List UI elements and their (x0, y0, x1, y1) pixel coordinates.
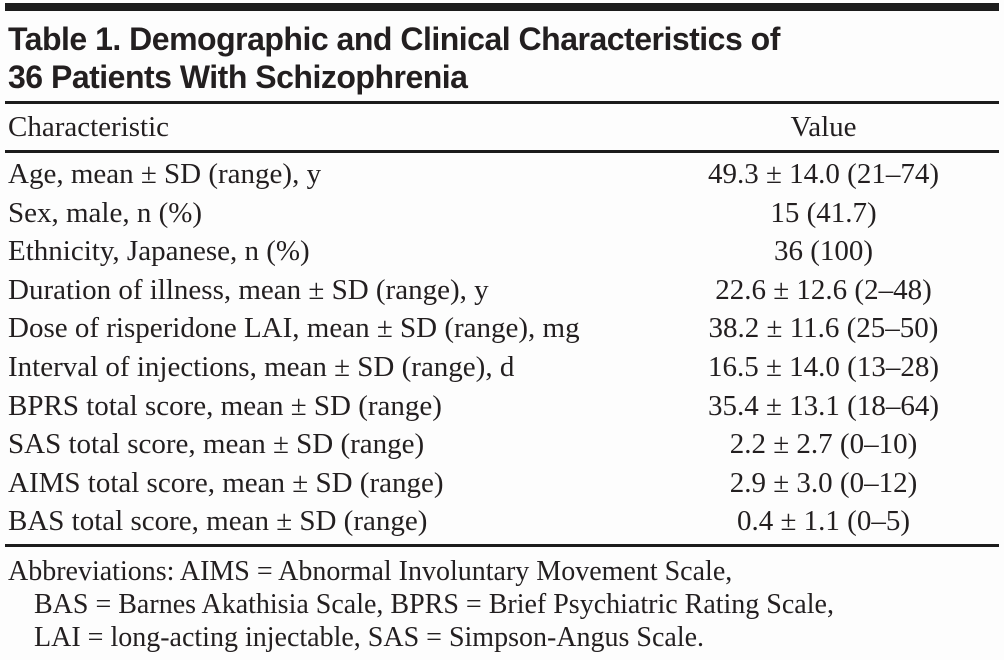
table-row: Interval of injections, mean ± SD (range… (8, 348, 996, 387)
table-footnote: Abbreviations: AIMS = Abnormal Involunta… (5, 547, 999, 660)
footnote-line-1: Abbreviations: AIMS = Abnormal Involunta… (8, 555, 733, 587)
row-value: 15 (41.7) (770, 196, 877, 229)
table-row: BPRS total score, mean ± SD (range) 35.4… (8, 387, 996, 426)
row-characteristic: Age, mean ± SD (range), y (8, 158, 322, 190)
table-row: Sex, male, n (%) 15 (41.7) (8, 194, 996, 233)
row-value: 22.6 ± 12.6 (2–48) (715, 273, 932, 306)
row-characteristic: Ethnicity, Japanese, n (%) (8, 235, 310, 268)
table-title: Table 1. Demographic and Clinical Charac… (5, 11, 999, 101)
table-header-row: Characteristic Value (5, 104, 999, 150)
table-row: Age, mean ± SD (range), y 49.3 ± 14.0 (2… (8, 155, 996, 194)
table-row: AIMS total score, mean ± SD (range) 2.9 … (8, 464, 996, 503)
row-characteristic: Dose of risperidone LAI, mean ± SD (rang… (8, 312, 580, 345)
row-characteristic: BPRS total score, mean ± SD (range) (8, 389, 442, 422)
column-header-value: Value (790, 110, 857, 143)
column-header-characteristic: Characteristic (8, 110, 170, 143)
table-row: BAS total score, mean ± SD (range) 0.4 ±… (8, 502, 996, 541)
footnote-line-3: LAI = long-acting injectable, SAS = Simp… (34, 621, 705, 653)
row-value: 36 (100) (773, 235, 874, 268)
footnote-line-2: BAS = Barnes Akathisia Scale, BPRS = Bri… (34, 588, 834, 620)
table-row: Dose of risperidone LAI, mean ± SD (rang… (8, 309, 996, 348)
row-value: 16.5 ± 14.0 (13–28) (708, 350, 939, 383)
row-value: 38.2 ± 11.6 (25–50) (708, 312, 939, 345)
row-value: 35.4 ± 13.1 (18–64) (708, 389, 939, 422)
table-row: SAS total score, mean ± SD (range) 2.2 ±… (8, 425, 996, 464)
row-value: 49.3 ± 14.0 (21–74) (708, 158, 939, 190)
table-title-line-1: Table 1. Demographic and Clinical Charac… (8, 21, 780, 57)
table-title-line-2: 36 Patients With Schizophrenia (8, 59, 468, 95)
row-characteristic: BAS total score, mean ± SD (range) (8, 505, 428, 538)
table-row: Duration of illness, mean ± SD (range), … (8, 271, 996, 310)
row-characteristic: Sex, male, n (%) (8, 196, 203, 229)
body-divider-rule (5, 543, 999, 547)
header-divider-rule (5, 150, 999, 153)
table-body: Age, mean ± SD (range), y 49.3 ± 14.0 (2… (5, 153, 999, 544)
title-divider-rule (5, 101, 999, 104)
row-characteristic: AIMS total score, mean ± SD (range) (8, 466, 444, 499)
row-characteristic: Interval of injections, mean ± SD (range… (8, 350, 515, 383)
row-value: 2.2 ± 2.7 (0–10) (729, 428, 918, 461)
row-value: 0.4 ± 1.1 (0–5) (737, 505, 910, 538)
table-row: Ethnicity, Japanese, n (%) 36 (100) (8, 232, 996, 271)
row-characteristic: SAS total score, mean ± SD (range) (8, 428, 425, 461)
row-value: 2.9 ± 3.0 (0–12) (729, 466, 918, 499)
top-heavy-rule (5, 3, 999, 11)
row-characteristic: Duration of illness, mean ± SD (range), … (8, 273, 489, 306)
